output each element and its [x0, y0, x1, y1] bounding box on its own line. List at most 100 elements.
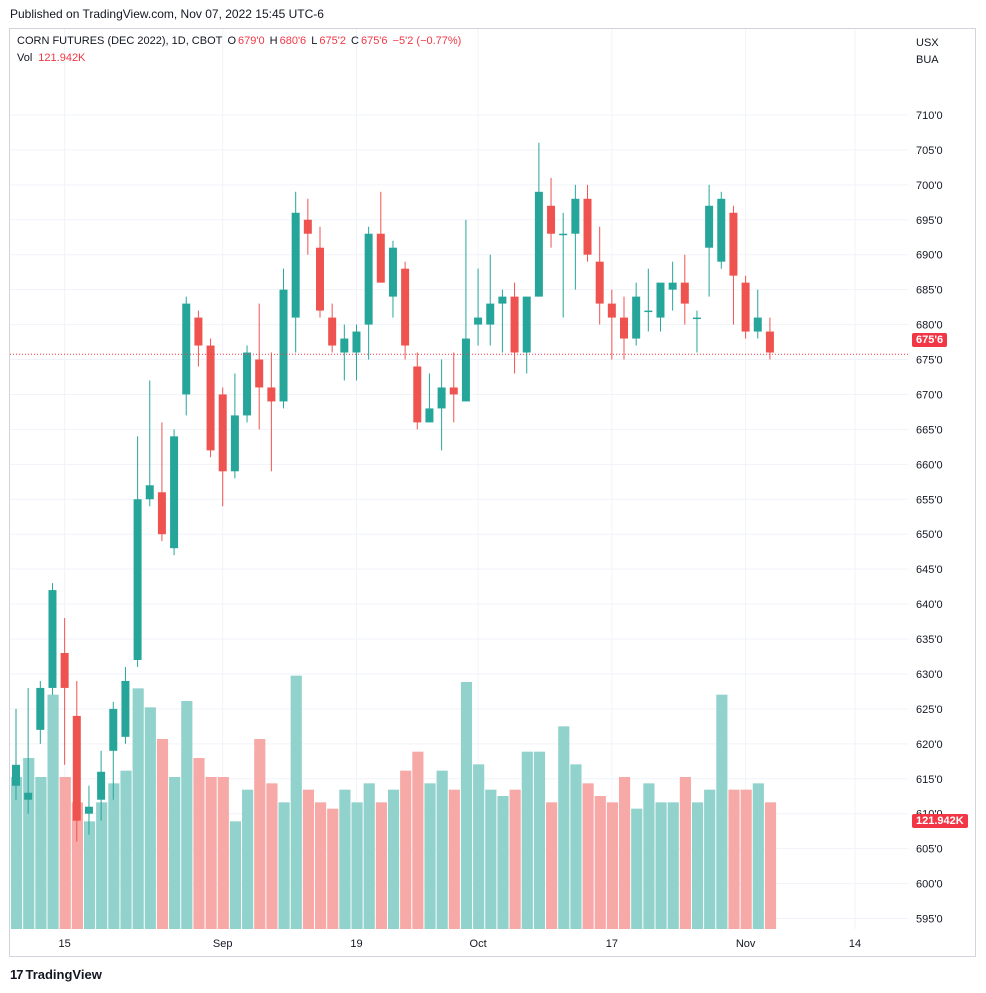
volume-label: Vol — [17, 52, 33, 64]
candle-body — [279, 289, 288, 402]
candle-body — [620, 317, 628, 339]
price-tick-label: 630'0 — [916, 669, 943, 681]
time-tick-label: 14 — [849, 938, 861, 950]
volume-bar — [643, 783, 655, 929]
unit-label: BUA — [916, 54, 939, 66]
low-label: L — [311, 35, 318, 47]
price-tick-label: 675'0 — [916, 355, 943, 367]
candle-body — [267, 387, 276, 402]
candle-body — [437, 387, 446, 409]
time-tick-label: 15 — [59, 938, 71, 950]
volume-bar — [242, 789, 254, 929]
volume-bar — [83, 821, 96, 929]
candle-body — [145, 485, 154, 500]
price-tick-label: 615'0 — [916, 774, 943, 786]
volume-bar — [485, 789, 497, 929]
candle-body — [692, 317, 701, 320]
price-tick-label: 680'0 — [916, 320, 943, 332]
candle-body — [133, 499, 142, 660]
volume-bar — [144, 707, 156, 929]
candle-body — [291, 212, 300, 318]
candle-body — [741, 282, 750, 332]
time-axis: 15 Sep 19 Oct 17 Nov 14 — [59, 938, 862, 950]
volume-bar — [691, 802, 704, 929]
price-units: USX BUA — [916, 35, 939, 69]
candle-body — [413, 366, 422, 423]
volume-bar — [266, 783, 278, 929]
candle-body — [656, 282, 665, 318]
candle-body — [303, 219, 312, 234]
volume-bar — [363, 783, 375, 929]
volume-bar — [679, 777, 691, 929]
price-tick-label: 695'0 — [916, 215, 943, 227]
tradingview-logo[interactable]: 17 TradingView — [10, 967, 102, 982]
candle-body — [729, 212, 738, 276]
volume-bar — [546, 802, 558, 929]
candle-body — [12, 764, 20, 786]
price-tick-label: 700'0 — [916, 180, 943, 192]
candle-body — [449, 387, 458, 395]
volume-bar — [704, 789, 716, 929]
volume-bar — [229, 821, 242, 929]
candle-body — [705, 205, 714, 248]
volume-bar — [412, 751, 424, 929]
volume-bar — [594, 796, 606, 929]
volume-bar — [533, 751, 546, 929]
open-label: O — [227, 35, 236, 47]
volume-bar — [254, 739, 266, 929]
candle-body — [765, 331, 774, 353]
volume-bar — [59, 777, 71, 929]
volume-bar — [606, 802, 618, 929]
volume-bar — [473, 764, 485, 929]
candle-body — [401, 268, 410, 346]
candle-body — [461, 338, 470, 402]
candle-body — [194, 317, 203, 346]
candle-body — [60, 652, 69, 688]
volume-bar — [302, 789, 314, 929]
volume-bar — [193, 758, 205, 929]
volume-bar — [387, 789, 400, 929]
price-tick-label: 640'0 — [916, 599, 943, 611]
candle-body — [388, 247, 397, 297]
volume-bar — [35, 777, 47, 929]
candle-body — [243, 352, 252, 416]
candle-body — [486, 303, 495, 325]
price-tick-label: 655'0 — [916, 494, 943, 506]
volume-legend: Vol 121.942K — [17, 52, 85, 64]
candle-body — [595, 261, 604, 304]
volume-bar — [740, 789, 752, 929]
volume-bar — [716, 694, 728, 929]
time-tick-label: 19 — [350, 938, 362, 950]
volume-bar — [169, 777, 181, 929]
candle-body — [340, 338, 349, 353]
candle-body — [352, 331, 361, 353]
open-value: 679'0 — [238, 35, 265, 47]
volume-bar — [47, 694, 59, 929]
volume-bar — [400, 770, 412, 929]
volume-bar — [752, 783, 764, 929]
volume-bar — [278, 802, 290, 929]
price-axis: 595'0600'0605'0610'0615'0620'0625'0630'0… — [916, 110, 943, 926]
volume-bar — [570, 764, 582, 929]
candle-body — [547, 205, 556, 234]
candle-body — [644, 310, 653, 313]
volume-bar — [655, 802, 667, 929]
close-value: 675'6 — [360, 35, 388, 47]
volume-bar — [460, 682, 473, 929]
candle-body — [72, 715, 81, 821]
published-caption: Published on TradingView.com, Nov 07, 20… — [10, 7, 324, 21]
candle-body — [109, 708, 118, 751]
candle-body — [717, 198, 726, 262]
candle-body — [607, 303, 616, 318]
candle-body — [510, 296, 519, 353]
candle-body — [170, 436, 179, 549]
volume-bar — [290, 675, 302, 929]
volume-bar — [315, 802, 327, 929]
last-price-badge: 675'6 — [912, 333, 948, 347]
volume-bar — [424, 783, 436, 929]
candle-body — [680, 282, 689, 304]
volume-bar — [11, 777, 23, 929]
volume-bar — [108, 783, 120, 929]
price-tick-label: 600'0 — [916, 879, 943, 891]
